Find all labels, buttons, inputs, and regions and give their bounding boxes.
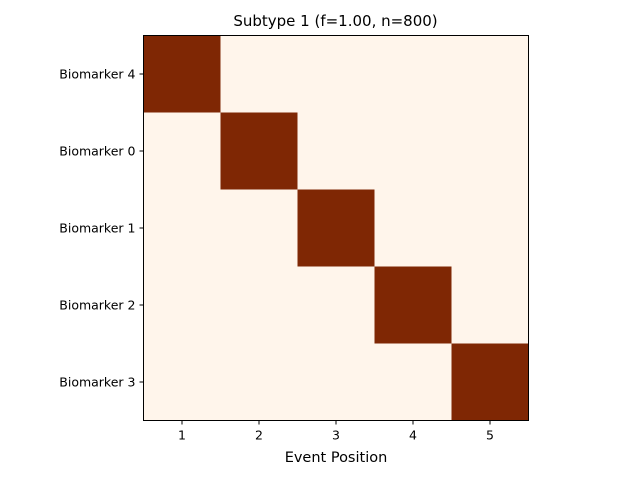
heatmap-cell: [374, 189, 452, 267]
heatmap-cell: [297, 343, 375, 421]
heatmap-cell: [297, 35, 375, 113]
y-tick-label: Biomarker 0: [59, 144, 135, 159]
heatmap-cell: [220, 112, 298, 190]
x-tick-label: 5: [486, 428, 494, 443]
x-tick-label: 1: [178, 428, 186, 443]
y-tick-label: Biomarker 4: [59, 67, 135, 82]
heatmap-cell: [220, 343, 298, 421]
heatmap-cell: [220, 189, 298, 267]
chart-title: Subtype 1 (f=1.00, n=800): [233, 12, 437, 30]
heatmap-cell: [220, 35, 298, 113]
x-axis: 1 2 3 4 5: [178, 420, 494, 443]
heatmap-cell: [143, 35, 221, 113]
heatmap-cell: [143, 343, 221, 421]
y-axis: Biomarker 4 Biomarker 0 Biomarker 1 Biomark…: [59, 67, 144, 390]
heatmap-cell: [374, 35, 452, 113]
heatmap-cell: [451, 35, 529, 113]
x-axis-label: Event Position: [285, 450, 388, 466]
heatmap-cell: [374, 112, 452, 190]
x-tick-label: 3: [332, 428, 340, 443]
y-tick-label: Biomarker 1: [59, 221, 135, 236]
heatmap-cell: [451, 189, 529, 267]
heatmap-cell: [143, 189, 221, 267]
heatmap-cell: [143, 112, 221, 190]
heatmap-cell: [374, 266, 452, 344]
heatmap-cell: [374, 343, 452, 421]
heatmap-cell: [297, 189, 375, 267]
heatmap-cell: [297, 266, 375, 344]
heatmap-cell: [143, 266, 221, 344]
heatmap-cell: [220, 266, 298, 344]
heatmap-cell: [297, 112, 375, 190]
x-tick-label: 4: [409, 428, 417, 443]
heatmap-cell: [451, 112, 529, 190]
heatmap-cells: [143, 35, 529, 421]
heatmap-cell: [451, 266, 529, 344]
heatmap-cell: [451, 343, 529, 421]
y-tick-label: Biomarker 2: [59, 298, 135, 313]
y-tick-label: Biomarker 3: [59, 375, 135, 390]
x-tick-label: 2: [255, 428, 263, 443]
